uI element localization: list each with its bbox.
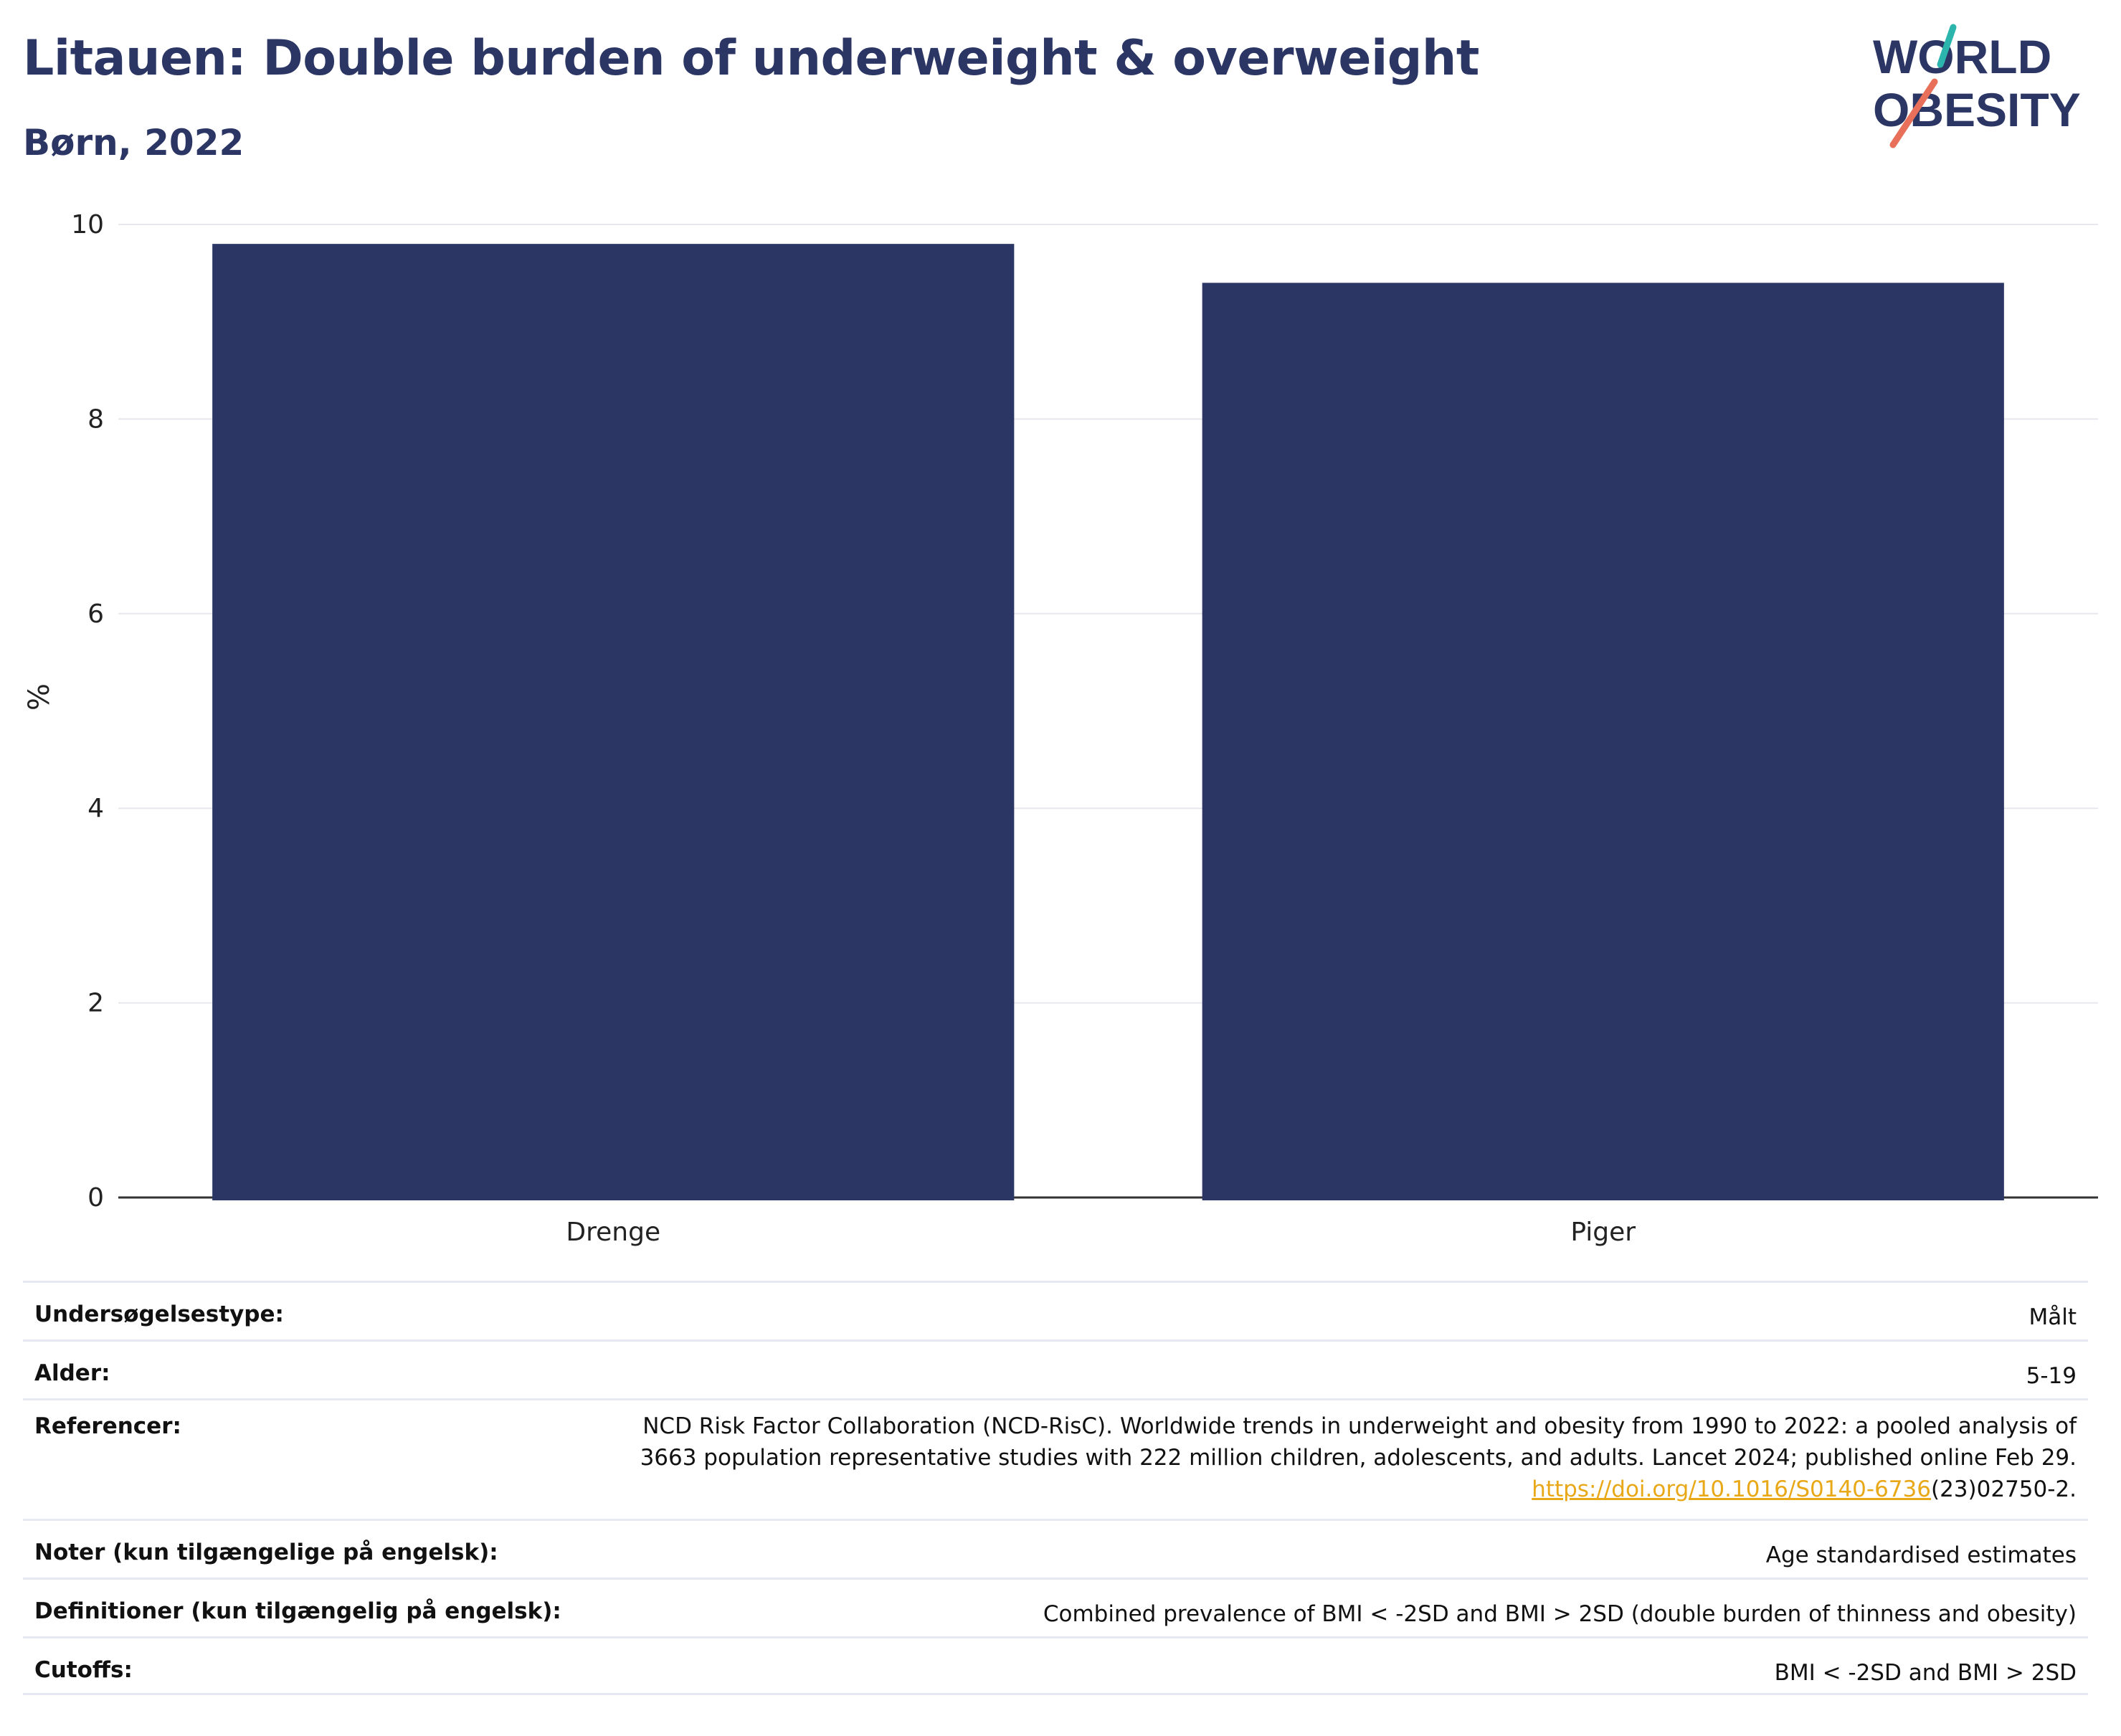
- x-tick-label: Piger: [1570, 1218, 1636, 1247]
- logo-line1: WORLD: [1873, 30, 2051, 83]
- world-obesity-logo: WORLD OBESITY: [1873, 24, 2081, 148]
- y-axis-title: %: [23, 683, 56, 711]
- y-tick-label: 10: [71, 210, 104, 239]
- references-line2: 3663 population representative studies w…: [640, 1445, 2077, 1471]
- info-row-definitions: Definitioner (kun tilgængelig på engelsk…: [23, 1578, 2088, 1636]
- info-row-cutoffs: Cutoffs: BMI < -2SD and BMI > 2SD: [23, 1636, 2088, 1695]
- info-row-notes: Noter (kun tilgængelige på engelsk): Age…: [23, 1519, 2088, 1578]
- bar-piger[interactable]: [1202, 283, 2004, 1201]
- info-table: Undersøgelsestype: Målt Alder: 5-19 Refe…: [23, 1281, 2088, 1695]
- info-row-references: Referencer: NCD Risk Factor Collaboratio…: [23, 1398, 2088, 1519]
- y-tick-label: 6: [87, 599, 104, 629]
- y-tick-label: 0: [87, 1183, 104, 1213]
- chart-subtitle: Børn, 2022: [23, 122, 245, 163]
- cutoffs-value: BMI < -2SD and BMI > 2SD: [1774, 1660, 2077, 1686]
- info-row-survey-type: Undersøgelsestype: Målt: [23, 1281, 2088, 1339]
- definitions-label: Definitioner (kun tilgængelig på engelsk…: [34, 1598, 561, 1624]
- age-value: 5-19: [2026, 1363, 2077, 1389]
- x-tick-label: Drenge: [566, 1218, 660, 1247]
- x-tick-labels: Drenge Piger: [566, 1218, 1636, 1247]
- age-label: Alder:: [34, 1360, 110, 1386]
- definitions-value: Combined prevalence of BMI < -2SD and BM…: [1043, 1601, 2077, 1627]
- y-tick-label: 2: [87, 989, 104, 1018]
- bar-drenge[interactable]: [212, 244, 1015, 1200]
- chart-title: Litauen: Double burden of underweight & …: [23, 30, 1479, 87]
- bar-chart: 0 2 4 6 8 10 Drenge Piger %: [23, 210, 2098, 1247]
- bars: [212, 244, 2004, 1201]
- references-link-suffix: (23)02750-2.: [1930, 1476, 2077, 1502]
- references-doi-link[interactable]: https://doi.org/10.1016/S0140-6736: [1532, 1476, 1931, 1502]
- cutoffs-label: Cutoffs:: [34, 1657, 133, 1683]
- survey-type-label: Undersøgelsestype:: [34, 1301, 284, 1327]
- references-value: NCD Risk Factor Collaboration (NCD-RisC)…: [640, 1410, 2077, 1505]
- y-tick-label: 8: [87, 404, 104, 434]
- notes-label: Noter (kun tilgængelige på engelsk):: [34, 1540, 498, 1565]
- y-tick-labels: 0 2 4 6 8 10: [71, 210, 104, 1213]
- references-line1: NCD Risk Factor Collaboration (NCD-RisC)…: [642, 1413, 2077, 1439]
- survey-type-value: Målt: [2029, 1304, 2077, 1330]
- info-row-age: Alder: 5-19: [23, 1339, 2088, 1398]
- references-label: Referencer:: [34, 1413, 181, 1439]
- y-tick-label: 4: [87, 794, 104, 823]
- notes-value: Age standardised estimates: [1765, 1542, 2077, 1568]
